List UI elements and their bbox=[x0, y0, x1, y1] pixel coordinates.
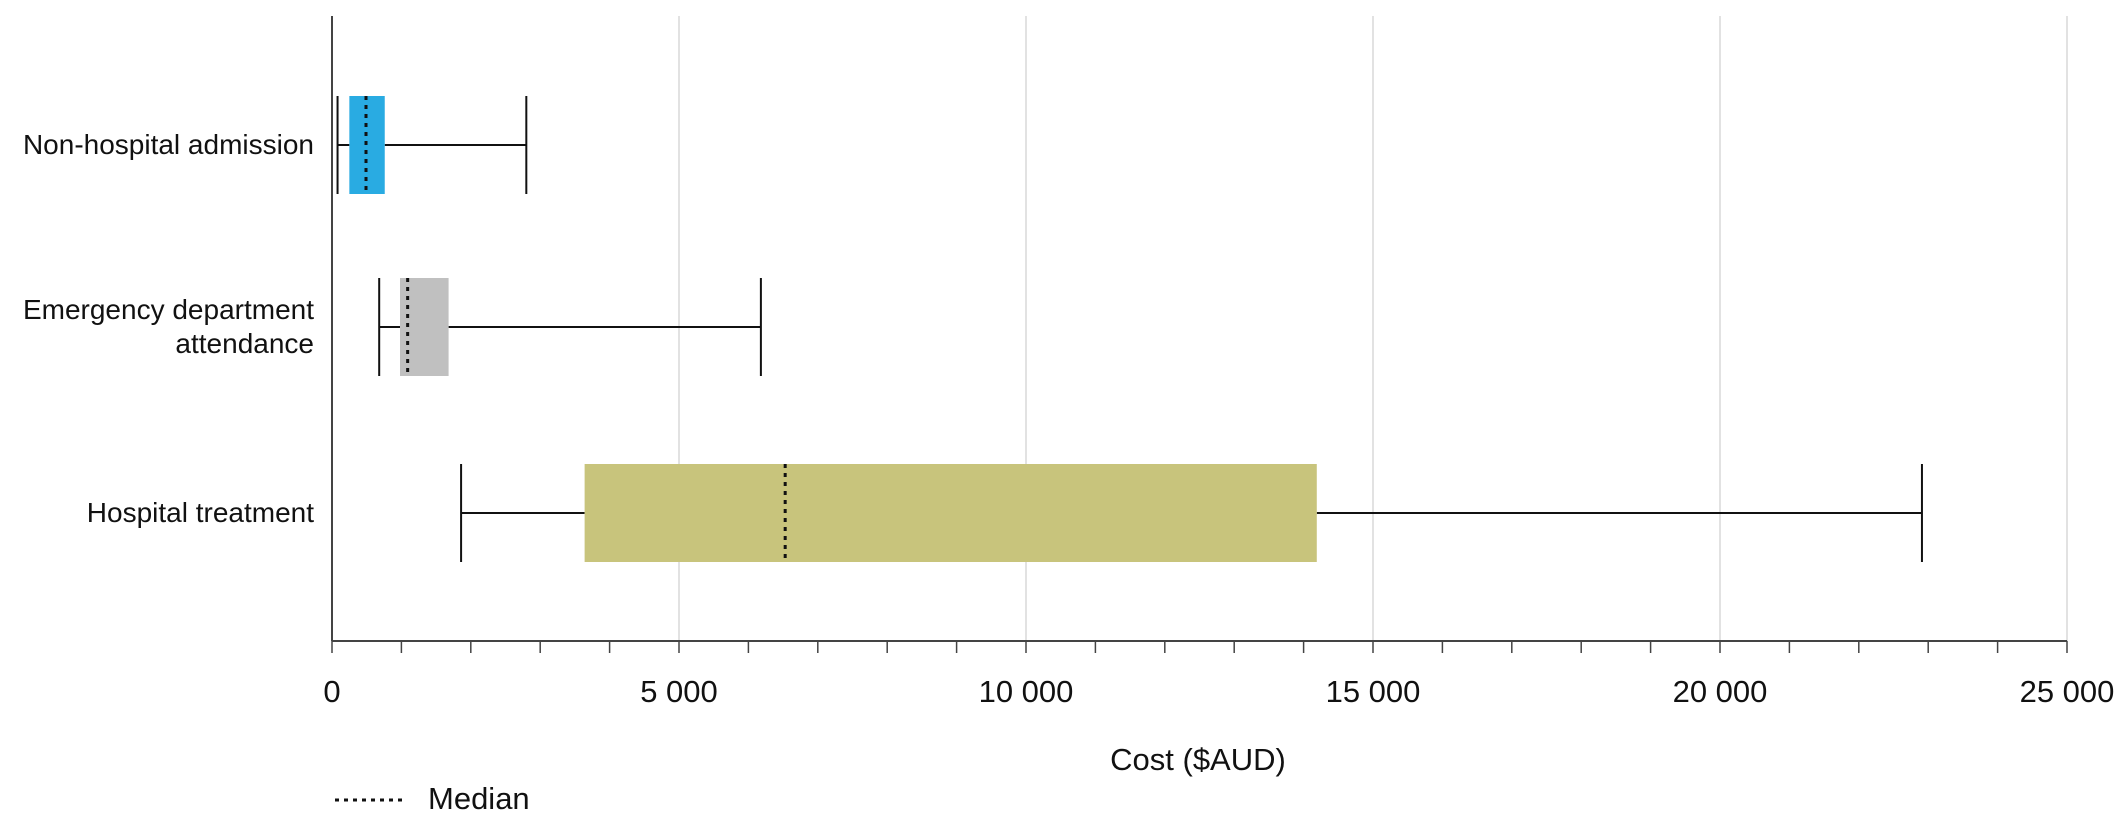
x-tick-label: 15 000 bbox=[1326, 674, 1421, 709]
box bbox=[584, 464, 1317, 562]
x-axis-title: Cost ($AUD) bbox=[1110, 742, 1286, 777]
x-tick-label: 5 000 bbox=[640, 674, 718, 709]
y-tick-label: Emergency department attendance bbox=[22, 294, 314, 359]
legend-label: Median bbox=[428, 781, 530, 816]
x-tick-label: 25 000 bbox=[2020, 674, 2115, 709]
x-tick-label: 10 000 bbox=[979, 674, 1074, 709]
y-tick-label: Hospital treatment bbox=[86, 497, 314, 528]
y-tick-label: Non-hospital admission bbox=[22, 129, 314, 160]
x-tick-label: 20 000 bbox=[1673, 674, 1768, 709]
x-tick-label: 0 bbox=[323, 674, 340, 709]
